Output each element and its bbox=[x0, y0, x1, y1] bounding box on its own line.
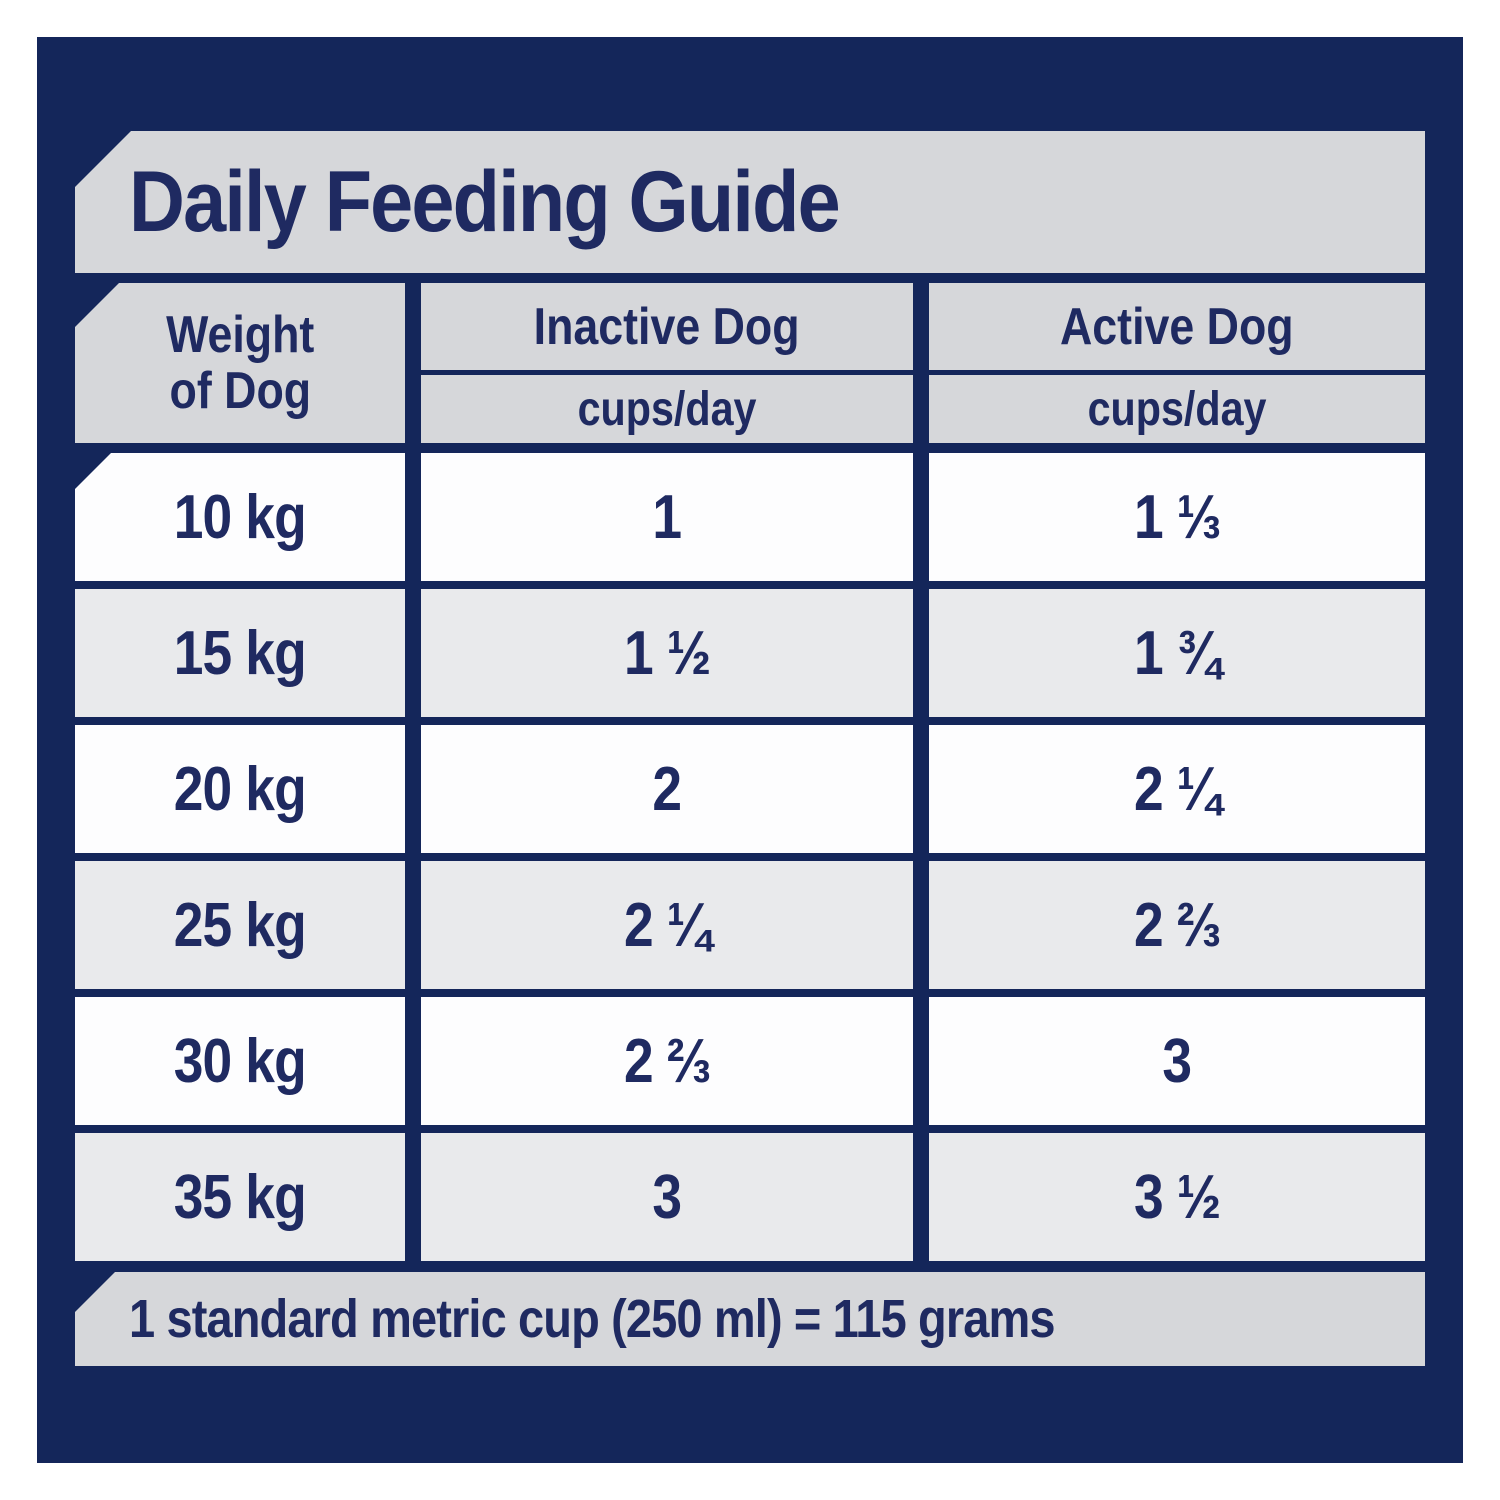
header-active-dog: Active Dog cups/day bbox=[929, 283, 1425, 443]
cell-inactive-15kg: 1 ½ bbox=[421, 589, 913, 717]
inactive-value: 1 ½ bbox=[623, 618, 711, 688]
weight-value: 15 kg bbox=[173, 618, 307, 688]
title-band: Daily Feeding Guide bbox=[75, 131, 1425, 273]
inactive-value: 2 ⅔ bbox=[623, 1026, 711, 1096]
inactive-dog-unit-area: cups/day bbox=[421, 375, 913, 443]
cell-active-35kg: 3 ½ bbox=[929, 1133, 1425, 1261]
active-value: 1 ¾ bbox=[1133, 618, 1221, 688]
header-weight-of-dog: Weight of Dog bbox=[75, 283, 405, 443]
cell-inactive-35kg: 3 bbox=[421, 1133, 913, 1261]
active-dog-label: Active Dog bbox=[1060, 297, 1294, 356]
cell-weight-25kg: 25 kg bbox=[75, 861, 405, 989]
table-header-row: Weight of Dog Inactive Dog cups/day Acti… bbox=[75, 283, 1425, 443]
inactive-value: 3 bbox=[652, 1162, 683, 1232]
footer-note: 1 standard metric cup (250 ml) = 115 gra… bbox=[129, 1289, 1056, 1349]
active-dog-unit-area: cups/day bbox=[929, 375, 1425, 443]
page-title: Daily Feeding Guide bbox=[129, 153, 841, 250]
weight-value: 30 kg bbox=[173, 1026, 307, 1096]
weight-value: 10 kg bbox=[173, 482, 307, 552]
inactive-value: 2 bbox=[652, 754, 683, 824]
weight-header-line2: of Dog bbox=[169, 362, 311, 420]
active-dog-unit: cups/day bbox=[1087, 382, 1267, 436]
cell-weight-15kg: 15 kg bbox=[75, 589, 405, 717]
weight-value: 20 kg bbox=[173, 754, 307, 824]
active-value: 2 ⅔ bbox=[1133, 890, 1221, 960]
inactive-value: 2 ¼ bbox=[623, 890, 711, 960]
cell-inactive-20kg: 2 bbox=[421, 725, 913, 853]
inactive-dog-label: Inactive Dog bbox=[534, 297, 800, 356]
cell-inactive-25kg: 2 ¼ bbox=[421, 861, 913, 989]
feeding-table-body: 10 kg 1 1 ⅓ 15 kg 1 ½ 1 ¾ 20 kg 2 2 ¼ 25… bbox=[75, 453, 1425, 1261]
inactive-dog-unit: cups/day bbox=[577, 382, 757, 436]
active-value: 3 ½ bbox=[1133, 1162, 1221, 1232]
cell-active-20kg: 2 ¼ bbox=[929, 725, 1425, 853]
weight-value: 25 kg bbox=[173, 890, 307, 960]
feeding-guide-panel: Daily Feeding Guide Weight of Dog Inacti… bbox=[37, 37, 1463, 1463]
inactive-value: 1 bbox=[652, 482, 683, 552]
cell-active-25kg: 2 ⅔ bbox=[929, 861, 1425, 989]
header-inactive-dog: Inactive Dog cups/day bbox=[421, 283, 913, 443]
cell-active-15kg: 1 ¾ bbox=[929, 589, 1425, 717]
cell-weight-10kg: 10 kg bbox=[75, 453, 405, 581]
active-value: 2 ¼ bbox=[1133, 754, 1221, 824]
weight-value: 35 kg bbox=[173, 1162, 307, 1232]
weight-header-line1: Weight bbox=[165, 305, 315, 364]
cell-weight-20kg: 20 kg bbox=[75, 725, 405, 853]
cell-inactive-10kg: 1 bbox=[421, 453, 913, 581]
footer-band: 1 standard metric cup (250 ml) = 115 gra… bbox=[75, 1272, 1425, 1366]
active-value: 3 bbox=[1162, 1026, 1193, 1096]
cell-active-10kg: 1 ⅓ bbox=[929, 453, 1425, 581]
cell-weight-30kg: 30 kg bbox=[75, 997, 405, 1125]
active-value: 1 ⅓ bbox=[1133, 482, 1221, 552]
header-divider bbox=[421, 370, 913, 375]
inactive-dog-label-area: Inactive Dog bbox=[421, 283, 913, 370]
header-divider bbox=[929, 370, 1425, 375]
cell-inactive-30kg: 2 ⅔ bbox=[421, 997, 913, 1125]
active-dog-label-area: Active Dog bbox=[929, 283, 1425, 370]
cell-active-30kg: 3 bbox=[929, 997, 1425, 1125]
cell-weight-35kg: 35 kg bbox=[75, 1133, 405, 1261]
